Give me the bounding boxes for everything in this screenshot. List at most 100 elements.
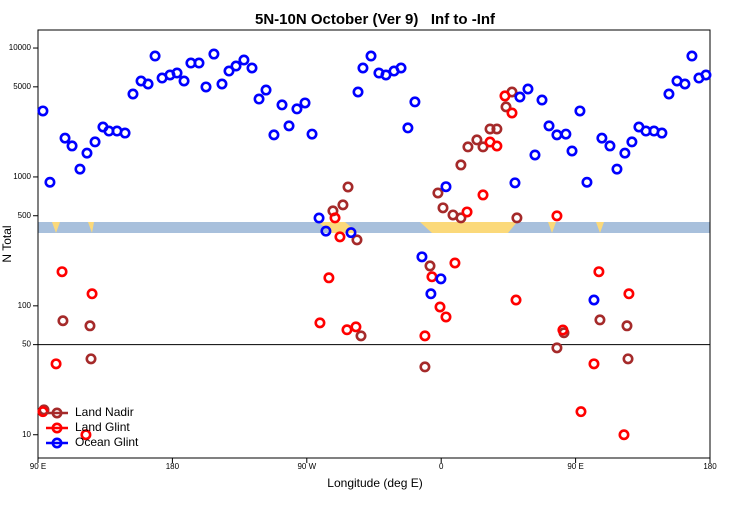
x-tick-label: 0 [439, 462, 444, 471]
point [345, 227, 357, 239]
point [455, 212, 467, 224]
point [566, 145, 578, 157]
point [365, 50, 377, 62]
point [511, 212, 523, 224]
y-tick-label: 10 [22, 430, 31, 439]
point [351, 234, 363, 246]
point [395, 62, 407, 74]
point [484, 123, 496, 135]
point [216, 78, 228, 90]
y-tick-label: 100 [18, 301, 32, 310]
point [37, 406, 49, 418]
point [355, 330, 367, 342]
point [409, 96, 421, 108]
legend-marker [51, 437, 63, 449]
series [37, 48, 712, 306]
point [357, 62, 369, 74]
point [314, 317, 326, 329]
point [455, 159, 467, 171]
point [622, 353, 634, 365]
point [588, 294, 600, 306]
point [329, 212, 341, 224]
point [200, 81, 212, 93]
point [313, 212, 325, 224]
point [656, 127, 668, 139]
point [557, 324, 569, 336]
series [37, 90, 635, 441]
chart-title: 5N-10N October (Ver 9) Inf to -Inf [255, 11, 496, 28]
point [56, 266, 68, 278]
point [193, 57, 205, 69]
point [604, 140, 616, 152]
point [291, 103, 303, 115]
point [514, 91, 526, 103]
point [623, 288, 635, 300]
point [462, 141, 474, 153]
point [529, 149, 541, 161]
point [57, 315, 69, 327]
point [74, 163, 86, 175]
point [85, 353, 97, 365]
point [432, 187, 444, 199]
x-tick-label: 90 E [30, 462, 46, 471]
point [434, 301, 446, 313]
point [260, 84, 272, 96]
point [594, 314, 606, 326]
point [461, 206, 473, 218]
ocean-band [38, 222, 710, 233]
land-mask-band [38, 222, 710, 233]
point [342, 181, 354, 193]
point [238, 54, 250, 66]
land-patch [420, 222, 517, 233]
point [142, 78, 154, 90]
point [471, 134, 483, 146]
point [596, 132, 608, 144]
point [334, 231, 346, 243]
point [500, 101, 512, 113]
y-tick-label: 50 [22, 340, 31, 349]
point [536, 94, 548, 106]
point [352, 86, 364, 98]
point [440, 181, 452, 193]
point [208, 48, 220, 60]
point [618, 429, 630, 441]
point [380, 69, 392, 81]
point [50, 358, 62, 370]
y-tick-label: 5000 [13, 82, 31, 91]
point [341, 324, 353, 336]
point [551, 210, 563, 222]
legend-label: Land Nadir [75, 405, 134, 419]
point [81, 147, 93, 159]
point [299, 97, 311, 109]
point [619, 147, 631, 159]
point [477, 189, 489, 201]
point [84, 320, 96, 332]
point [419, 330, 431, 342]
point [337, 199, 349, 211]
point [435, 273, 447, 285]
point [306, 128, 318, 140]
point [323, 272, 335, 284]
x-tick-label: 90 E [567, 462, 583, 471]
point [543, 120, 555, 132]
point [491, 123, 503, 135]
point [44, 176, 56, 188]
x-tick-label: 180 [166, 462, 180, 471]
point [223, 65, 235, 77]
point [419, 361, 431, 373]
point [449, 257, 461, 269]
point [491, 140, 503, 152]
point [440, 311, 452, 323]
legend-label: Land Glint [75, 420, 130, 434]
point [230, 60, 242, 72]
x-tick-label: 180 [703, 462, 717, 471]
point [80, 429, 92, 441]
land-patch [52, 222, 604, 233]
point [402, 122, 414, 134]
point [575, 406, 587, 418]
point [149, 50, 161, 62]
point [581, 176, 593, 188]
point [425, 288, 437, 300]
